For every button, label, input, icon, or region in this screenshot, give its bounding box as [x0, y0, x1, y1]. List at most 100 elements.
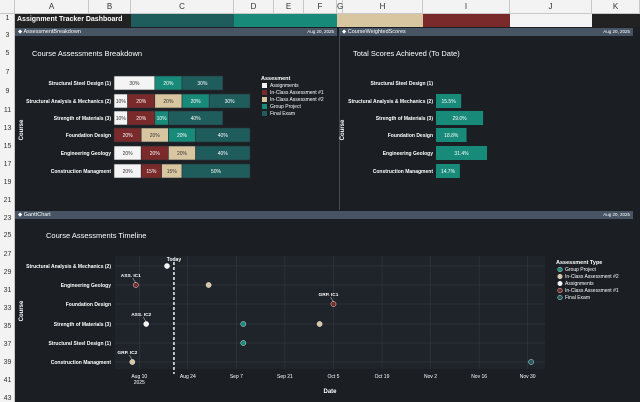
panel-date: Aug 20, 2025 — [307, 29, 334, 34]
panel-header-gantt[interactable]: ◆ GanttChart Aug 20, 2025 — [15, 211, 633, 219]
score-bar[interactable] — [436, 146, 487, 160]
legend-entry[interactable]: Group Project — [565, 267, 596, 273]
legend-entry[interactable]: In-Class Assessment #1 — [565, 288, 619, 294]
timeline-point[interactable] — [143, 321, 150, 327]
row-header-25[interactable]: 25 — [3, 232, 12, 239]
row-header-43[interactable]: 43 — [3, 395, 12, 402]
panel-date: Aug 20, 2025 — [603, 29, 630, 34]
row-header-37[interactable]: 37 — [3, 341, 12, 348]
legend-entry[interactable]: Assignments — [565, 281, 594, 287]
panel-header-weighted[interactable]: ◆ CourseWeightedScores Aug 20, 2025 — [339, 28, 633, 36]
legend-entry[interactable]: Final Exam — [565, 295, 590, 301]
row-header-23[interactable]: 23 — [3, 215, 12, 222]
score-bar[interactable] — [436, 128, 467, 142]
data-label: 30% — [225, 99, 236, 105]
score-bar[interactable] — [436, 94, 462, 108]
legend-marker — [557, 274, 563, 280]
data-label: 30% — [197, 81, 208, 87]
gantt-timeline-chart[interactable]: Course Assessments Timeline Course Aug 102… — [15, 219, 633, 399]
legend-entry[interactable]: Final Exam — [270, 111, 295, 117]
legend-marker — [557, 287, 563, 293]
category-label: Engineering Geology — [383, 151, 434, 157]
row-header-27[interactable]: 27 — [3, 251, 12, 258]
timeline-point[interactable] — [316, 321, 323, 327]
data-label: 20% — [150, 151, 161, 157]
panel-title: AssessmentBreakdown — [23, 29, 81, 35]
score-bar[interactable] — [436, 111, 484, 125]
point-annotation: GRP. IC2 — [117, 350, 137, 356]
row-header-7[interactable]: 7 — [5, 69, 10, 76]
bar-segment[interactable] — [195, 145, 251, 161]
assessment-breakdown-chart[interactable]: Course Assessments Breakdown Course Struct… — [15, 36, 337, 210]
timeline-point[interactable] — [133, 282, 139, 288]
panel-icon: ◆ — [18, 212, 24, 218]
timeline-point[interactable] — [330, 301, 337, 307]
bar-segment[interactable] — [195, 127, 251, 143]
row-header-39[interactable]: 39 — [3, 359, 12, 366]
row-header-33[interactable]: 33 — [3, 305, 12, 312]
row-header-31[interactable]: 31 — [3, 287, 12, 294]
column-header-k[interactable]: K — [592, 0, 640, 14]
row-header-41[interactable]: 41 — [3, 377, 12, 384]
column-header-g[interactable]: G — [337, 0, 343, 14]
timeline-point[interactable] — [240, 340, 247, 346]
column-header-e[interactable]: E — [274, 0, 304, 14]
legend-entry[interactable]: In-Class Assessment #1 — [270, 90, 324, 96]
dashboard-title: Assignment Tracker Dashboard — [17, 16, 123, 23]
row-header-9[interactable]: 9 — [5, 88, 10, 95]
bar-segment[interactable] — [181, 163, 251, 179]
row-header-5[interactable]: 5 — [5, 50, 10, 57]
timeline-point[interactable] — [528, 359, 534, 365]
data-label: 10% — [116, 99, 127, 105]
row-header-21[interactable]: 21 — [3, 197, 12, 204]
legend-marker — [557, 294, 563, 300]
row-header-17[interactable]: 17 — [3, 161, 12, 168]
y-axis-label: Course — [340, 119, 346, 140]
timeline-point[interactable] — [240, 321, 247, 327]
legend-entry[interactable]: Group Project — [270, 104, 301, 110]
column-header-b[interactable]: B — [89, 0, 131, 14]
row-header-29[interactable]: 29 — [3, 269, 12, 276]
row-header-13[interactable]: 13 — [3, 125, 12, 132]
data-label: 20% — [136, 99, 147, 105]
bar-segment[interactable] — [208, 93, 251, 109]
row-header-35[interactable]: 35 — [3, 323, 12, 330]
x-tick-label: 2025 — [134, 380, 145, 386]
point-annotation: ASS. IC1 — [121, 273, 141, 279]
x-tick-label: Nov 2 — [424, 374, 437, 380]
panel-date: Aug 20, 2025 — [603, 212, 630, 217]
legend-entry[interactable]: In-Class Assessment #2 — [270, 97, 324, 103]
legend-entry[interactable]: Assignments — [270, 83, 299, 89]
column-header-h[interactable]: H — [343, 0, 423, 14]
bar-segment[interactable] — [168, 110, 224, 126]
timeline-point[interactable] — [205, 282, 212, 288]
select-all-corner[interactable] — [0, 0, 15, 14]
data-label: 10% — [157, 116, 168, 122]
column-header-c[interactable]: C — [131, 0, 234, 14]
bar-segment[interactable] — [181, 75, 224, 91]
weighted-scores-chart[interactable]: Total Scores Achieved (To Date) Course Str… — [339, 36, 633, 210]
score-bar[interactable] — [436, 164, 460, 178]
color-band-green — [234, 14, 337, 27]
timeline-point[interactable] — [129, 359, 136, 365]
row-header-1[interactable]: 1 — [5, 15, 10, 22]
x-tick-label: Nov 30 — [520, 374, 536, 380]
row-header-bar: 1357911131517192123252729313335373941434… — [0, 14, 15, 402]
data-label: 50% — [211, 169, 222, 175]
column-header-d[interactable]: D — [234, 0, 274, 14]
column-header-i[interactable]: I — [423, 0, 510, 14]
row-header-3[interactable]: 3 — [5, 32, 10, 39]
panel-header-breakdown[interactable]: ◆ AssessmentBreakdown Aug 20, 2025 — [15, 28, 337, 36]
x-tick-label: Nov 16 — [471, 374, 487, 380]
timeline-point[interactable] — [164, 263, 170, 269]
x-tick-label: Aug 10 — [131, 374, 147, 380]
point-annotation: ASS. IC2 — [131, 312, 151, 318]
row-header-19[interactable]: 19 — [3, 179, 12, 186]
category-label: Foundation Design — [66, 302, 111, 308]
column-header-j[interactable]: J — [510, 0, 592, 14]
row-header-11[interactable]: 11 — [3, 107, 12, 114]
row-header-15[interactable]: 15 — [3, 143, 12, 150]
legend-entry[interactable]: In-Class Assessment #2 — [565, 274, 619, 280]
column-header-f[interactable]: F — [304, 0, 337, 14]
column-header-a[interactable]: A — [15, 0, 89, 14]
